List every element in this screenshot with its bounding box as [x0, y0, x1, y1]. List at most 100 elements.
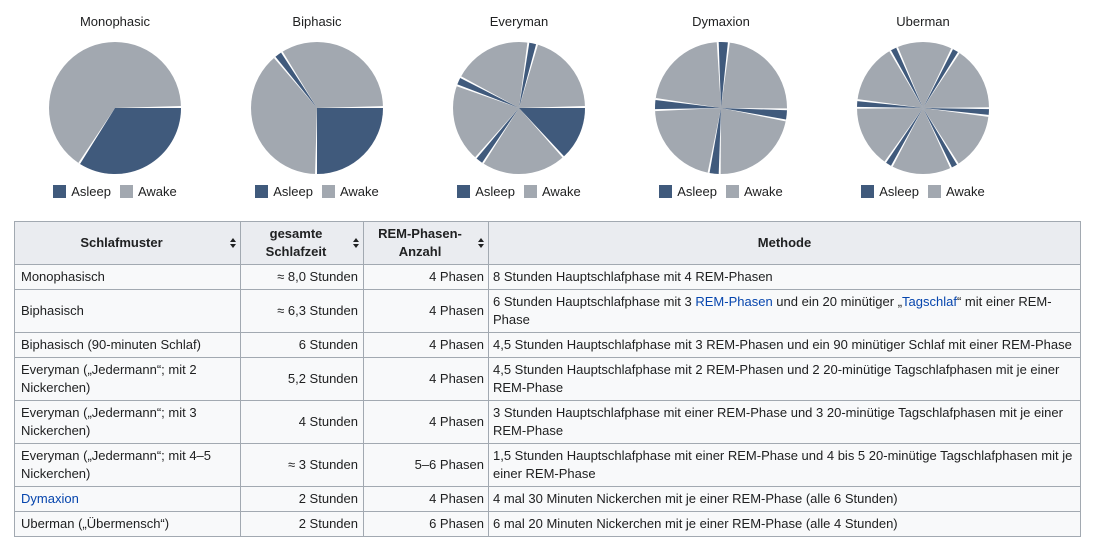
pie-asleep-slice — [891, 47, 923, 108]
legend-awake-label: Awake — [541, 184, 581, 199]
cell-schlafzeit: ≈ 8,0 Stunden — [240, 264, 364, 290]
pie-legend: Asleep Awake — [861, 184, 985, 199]
cell-methode: 4,5 Stunden Hauptschlafphase mit 2 REM-P… — [488, 357, 1081, 401]
asleep-swatch-icon — [53, 185, 67, 198]
cell-schlafmuster: Monophasisch — [14, 264, 241, 290]
pie-asleep-slice — [457, 78, 519, 108]
legend-asleep-label: Asleep — [677, 184, 717, 199]
cell-rem-phasen: 6 Phasen — [363, 511, 489, 537]
column-header-label: Schlafmuster — [80, 235, 163, 250]
wiki-link[interactable]: Tagschlaf — [902, 294, 957, 309]
cell-schlafmuster: Dymaxion — [14, 486, 241, 512]
cell-methode: 8 Stunden Hauptschlafphase mit 4 REM-Pha… — [488, 264, 1081, 290]
cell-rem-phasen: 4 Phasen — [363, 332, 489, 358]
cell-rem-phasen: 4 Phasen — [363, 486, 489, 512]
pie-asleep-slice — [476, 108, 519, 163]
cell-text: 6 Stunden Hauptschlafphase mit 3 — [493, 294, 696, 309]
asleep-swatch-icon — [861, 185, 875, 198]
pie-legend: Asleep Awake — [659, 184, 783, 199]
table-row: Uberman („Übermensch“) 2 Stunden 6 Phasen 6… — [14, 511, 1081, 537]
asleep-swatch-icon — [659, 185, 673, 198]
cell-methode: 6 Stunden Hauptschlafphase mit 3 REM-Pha… — [488, 289, 1081, 333]
pie-chart-row: Monophasic Asleep Awake Biphasic Asleep … — [0, 0, 1094, 199]
cell-schlafmuster: Biphasisch (90-minuten Schlaf) — [14, 332, 241, 358]
cell-schlafzeit: 4 Stunden — [240, 400, 364, 444]
cell-methode: 4,5 Stunden Hauptschlafphase mit 3 REM-P… — [488, 332, 1081, 358]
pie-asleep-slice — [886, 108, 923, 166]
pie-title: Dymaxion — [692, 14, 750, 29]
table-row: Dymaxion 2 Stunden 4 Phasen 4 mal 30 Minute… — [14, 486, 1081, 512]
pie-chart-uberman: Uberman Asleep Awake — [822, 14, 1024, 199]
cell-schlafzeit: 6 Stunden — [240, 332, 364, 358]
table-row: Everyman („Jedermann“; mit 2 Nickerchen)… — [14, 357, 1081, 401]
cell-rem-phasen: 4 Phasen — [363, 289, 489, 333]
cell-schlafzeit: 2 Stunden — [240, 511, 364, 537]
cell-rem-phasen: 4 Phasen — [363, 400, 489, 444]
sort-icon[interactable] — [230, 238, 236, 248]
pie-asleep-slice — [718, 41, 728, 109]
cell-text: und ein 20 minütiger „ — [772, 294, 903, 309]
cell-schlafzeit: 2 Stunden — [240, 486, 364, 512]
pie-title: Everyman — [489, 14, 549, 29]
pie-monophasic — [49, 42, 181, 175]
column-header-label: Methode — [757, 235, 812, 250]
legend-awake-label: Awake — [743, 184, 783, 199]
column-header-schlafmuster[interactable]: Schlafmuster — [14, 221, 241, 265]
sort-icon[interactable] — [353, 238, 359, 248]
cell-schlafmuster: Everyman („Jedermann“; mit 3 Nickerchen) — [14, 400, 241, 444]
pie-legend: Asleep Awake — [53, 184, 177, 199]
asleep-swatch-icon — [457, 185, 471, 198]
pie-uberman — [856, 42, 990, 174]
pie-chart-monophasic: Monophasic Asleep Awake — [14, 14, 216, 199]
pie-legend: Asleep Awake — [457, 184, 581, 199]
wiki-link[interactable]: REM-Phasen — [695, 294, 773, 309]
cell-schlafmuster: Uberman („Übermensch“) — [14, 511, 241, 537]
pie-dymaxion — [654, 41, 787, 174]
pie-title: Uberman — [896, 14, 950, 29]
cell-methode: 4 mal 30 Minuten Nickerchen mit je einer… — [488, 486, 1081, 512]
cell-schlafmuster: Everyman („Jedermann“; mit 4–5 Nickerche… — [14, 443, 241, 487]
cell-methode: 6 mal 20 Minuten Nickerchen mit je einer… — [488, 511, 1081, 537]
column-header-rem-phasen[interactable]: REM-Phasen- Anzahl — [363, 221, 489, 265]
pie-title: Monophasic — [79, 14, 151, 29]
pie-asleep-slice — [317, 108, 383, 174]
cell-rem-phasen: 4 Phasen — [363, 357, 489, 401]
cell-methode: 3 Stunden Hauptschlafphase mit einer REM… — [488, 400, 1081, 444]
table-row: Monophasisch ≈ 8,0 Stunden 4 Phasen 8 Stund… — [14, 264, 1081, 290]
awake-swatch-icon — [927, 185, 941, 198]
pie-asleep-slice — [721, 108, 787, 120]
pie-asleep-slice — [519, 42, 537, 109]
cell-schlafzeit: ≈ 6,3 Stunden — [240, 289, 364, 333]
cell-schlafmuster: Biphasisch — [14, 289, 241, 333]
pie-everyman — [453, 42, 585, 174]
legend-asleep-label: Asleep — [475, 184, 515, 199]
cell-schlafzeit: 5,2 Stunden — [240, 357, 364, 401]
pie-asleep-slice — [80, 108, 181, 174]
table-row: Everyman („Jedermann“; mit 4–5 Nickerche… — [14, 443, 1081, 487]
legend-awake-label: Awake — [137, 184, 177, 199]
pie-asleep-slice — [923, 108, 989, 115]
column-header-schlafzeit[interactable]: gesamte Schlafzeit — [240, 221, 364, 265]
column-header-methode: Methode — [488, 221, 1081, 265]
table-header-row: Schlafmuster gesamte Schlafzeit REM-Phas… — [14, 221, 1081, 265]
sleep-patterns-table: Schlafmuster gesamte Schlafzeit REM-Phas… — [14, 221, 1081, 537]
awake-swatch-icon — [119, 185, 133, 198]
wiki-link[interactable]: Dymaxion — [21, 491, 79, 506]
awake-swatch-icon — [321, 185, 335, 198]
legend-awake-label: Awake — [339, 184, 379, 199]
legend-awake-label: Awake — [945, 184, 985, 199]
asleep-swatch-icon — [255, 185, 269, 198]
table-row: Everyman („Jedermann“; mit 3 Nickerchen)… — [14, 400, 1081, 444]
table-row: Biphasisch ≈ 6,3 Stunden 4 Phasen 6 Stunden… — [14, 289, 1081, 333]
pie-biphasic — [251, 42, 383, 174]
awake-swatch-icon — [523, 185, 537, 198]
pie-asleep-slice — [923, 108, 957, 168]
sort-icon[interactable] — [478, 238, 484, 248]
cell-rem-phasen: 4 Phasen — [363, 264, 489, 290]
pie-asleep-slice — [654, 99, 721, 110]
cell-methode: 1,5 Stunden Hauptschlafphase mit einer R… — [488, 443, 1081, 487]
pie-chart-everyman: Everyman Asleep Awake — [418, 14, 620, 199]
cell-rem-phasen: 5–6 Phasen — [363, 443, 489, 487]
pie-asleep-slice — [857, 101, 923, 108]
legend-asleep-label: Asleep — [879, 184, 919, 199]
